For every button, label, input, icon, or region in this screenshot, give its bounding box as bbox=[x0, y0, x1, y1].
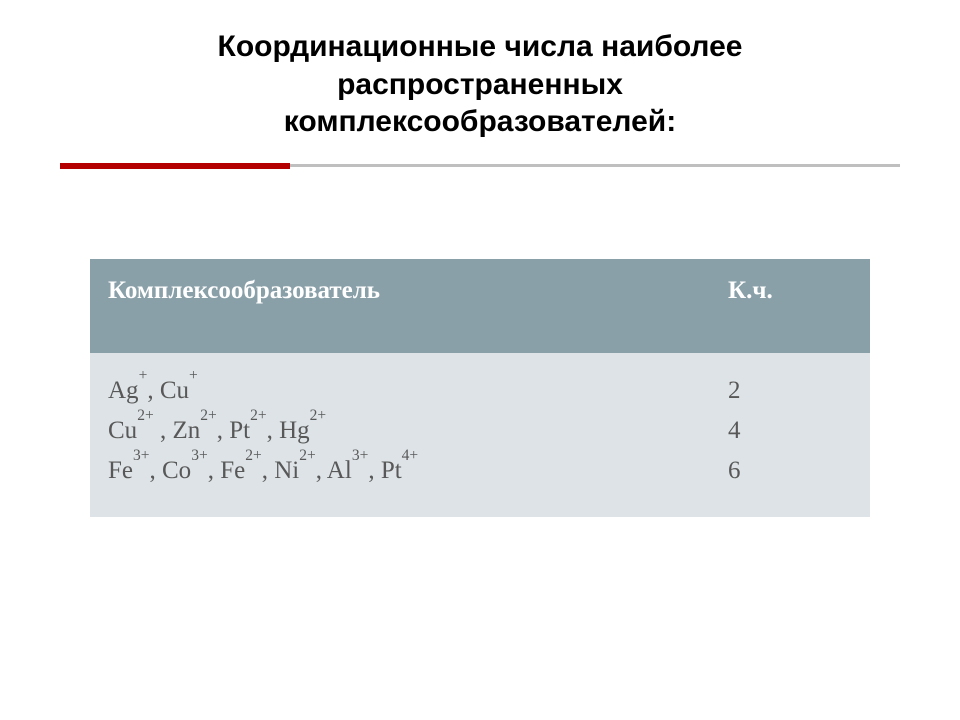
ion-line: Fe3+, Co3+, Fe2+, Ni2+, Al3+, Pt4+ bbox=[108, 451, 692, 491]
cell-ions: Ag+, Cu+ Cu2+ , Zn2+, Pt2+, Hg2+ Fe3+, C… bbox=[90, 353, 710, 517]
title-line-1: Координационные числа наиболее bbox=[218, 30, 743, 63]
slide: Координационные числа наиболее распростр… bbox=[0, 0, 960, 720]
ion-line: Cu2+ , Zn2+, Pt2+, Hg2+ bbox=[108, 411, 692, 451]
col-header-cn: К.ч. bbox=[710, 259, 870, 353]
cell-cn: 2 4 6 bbox=[710, 353, 870, 517]
ion-line: Ag+, Cu+ bbox=[108, 371, 692, 411]
title-block: Координационные числа наиболее распростр… bbox=[90, 28, 870, 141]
title-line-2: распространенных bbox=[337, 68, 623, 101]
slide-title: Координационные числа наиболее распростр… bbox=[90, 28, 870, 141]
table-header-row: Комплексообразователь К.ч. bbox=[90, 259, 870, 353]
accent-rule-right bbox=[290, 164, 900, 167]
title-line-3: комплексообразователей: bbox=[284, 105, 676, 138]
cn-line: 6 bbox=[728, 451, 852, 491]
table-body-row: Ag+, Cu+ Cu2+ , Zn2+, Pt2+, Hg2+ Fe3+, C… bbox=[90, 353, 870, 517]
cn-line: 4 bbox=[728, 411, 852, 451]
coordination-table: Комплексообразователь К.ч. Ag+, Cu+ Cu2+… bbox=[90, 259, 870, 517]
cn-line: 2 bbox=[728, 371, 852, 411]
accent-rule-left bbox=[60, 163, 290, 169]
accent-rule bbox=[60, 163, 900, 169]
col-header-complex: Комплексообразователь bbox=[90, 259, 710, 353]
